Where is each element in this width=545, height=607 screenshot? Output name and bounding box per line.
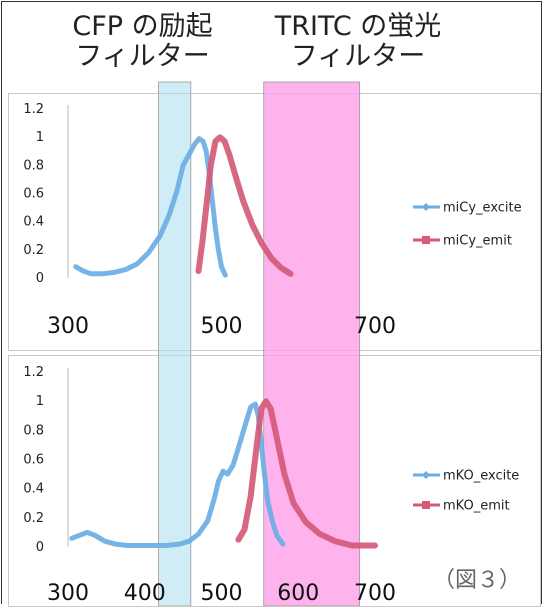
cfp-filter-header: CFP の励起 フィルター: [55, 12, 230, 72]
x-tick-label: 700: [354, 314, 396, 339]
legend-marker-diamond: [422, 471, 430, 479]
tritc-header-line1: TRITC の蛍光: [274, 11, 442, 42]
y-tick-label: 1: [36, 394, 44, 409]
x-tick-label: 400: [124, 581, 166, 606]
chart-mko: 0 0.2 0.4 0.6 0.8 1 1.2 300 400 500 600 700 mKO_exci…: [23, 365, 519, 606]
figure-label: （図３）: [432, 568, 521, 593]
y-tick-label: 0: [36, 271, 44, 286]
chart-micy: 0 0.2 0.4 0.6 0.8 1 1.2 300 500 700 miCy_excite miC…: [23, 102, 521, 339]
cfp-header-line2: フィルター: [75, 41, 210, 72]
y-tick-label: 0.4: [23, 215, 44, 230]
y-tick-label: 0.8: [23, 423, 44, 438]
filter-bands: [158, 81, 361, 606]
tritc-filter-header: TRITC の蛍光 フィルター: [258, 12, 458, 72]
cfp-header-line1: CFP の励起: [72, 11, 213, 42]
x-tick-label: 300: [47, 581, 89, 606]
y-tick-label: 1.2: [23, 102, 44, 117]
y-tick-label: 0.6: [23, 453, 44, 468]
legend-label: miCy_excite: [443, 201, 522, 216]
legend-marker-square: [422, 236, 430, 244]
x-tick-label: 300: [47, 314, 89, 339]
series-line-miCy_emit: [195, 134, 294, 277]
y-tick-label: 0: [36, 540, 44, 555]
y-tick-label: 0.2: [23, 511, 44, 526]
legend-label: miCy_emit: [443, 234, 512, 249]
x-tick-label: 600: [277, 581, 319, 606]
y-tick-label: 0.6: [23, 187, 44, 202]
y-tick-label: 0.8: [23, 158, 44, 173]
x-tick-label: 500: [201, 314, 243, 339]
y-tick-label: 0.4: [23, 482, 44, 497]
cfp-filter-band: [158, 81, 192, 606]
series-line-mKO_excite: [69, 401, 286, 548]
y-tick-label: 0.2: [23, 243, 44, 258]
legend-label: mKO_emit: [443, 499, 510, 514]
y-tick-label: 1.2: [23, 365, 44, 380]
series-line-miCy_excite: [73, 136, 228, 278]
legend-marker-diamond: [422, 203, 430, 211]
x-tick-label: 500: [201, 581, 243, 606]
legend-label: mKO_excite: [443, 469, 519, 484]
x-tick-label: 700: [354, 581, 396, 606]
legend-marker-square: [422, 501, 430, 509]
tritc-filter-band: [263, 81, 361, 606]
series-line-mKO_emit: [235, 398, 378, 549]
tritc-header-line2: フィルター: [290, 41, 426, 72]
y-tick-label: 1: [36, 130, 44, 145]
